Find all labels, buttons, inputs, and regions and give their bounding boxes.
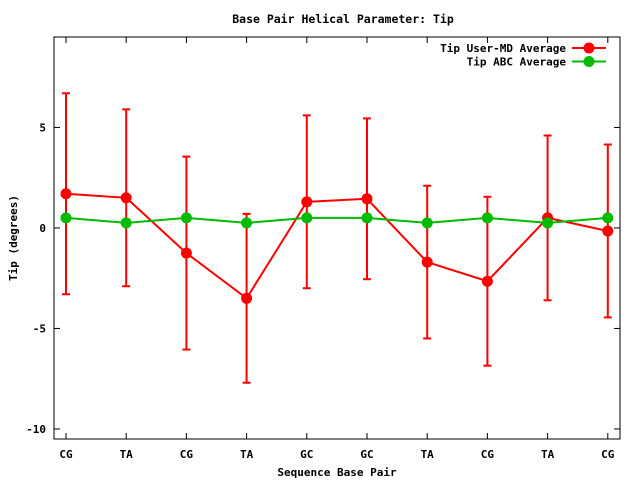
y-axis: -10 -5 0 5 (26, 121, 620, 436)
data-point (421, 217, 433, 229)
data-point (180, 212, 192, 224)
x-axis: CG TA CG TA GC GC TA CG TA CG (59, 37, 615, 461)
data-point (60, 188, 72, 200)
x-tick-label: TA (541, 448, 555, 461)
data-point (60, 212, 72, 224)
series-line (65, 192, 609, 300)
data-point (241, 217, 253, 229)
x-tick-label: GC (360, 448, 373, 461)
series-layer (60, 92, 614, 384)
data-point (421, 256, 433, 268)
x-tick-label: TA (421, 448, 435, 461)
data-point (361, 212, 373, 224)
data-point (602, 225, 614, 237)
data-point (542, 217, 554, 229)
data-point (120, 217, 132, 229)
y-tick-label: -5 (33, 322, 46, 335)
x-tick-label: CG (481, 448, 495, 461)
x-tick-label: TA (120, 448, 134, 461)
y-axis-label: Tip (degrees) (7, 195, 20, 281)
legend-label: Tip ABC Average (467, 56, 567, 69)
y-tick-label: 0 (39, 222, 46, 235)
x-tick-label: TA (240, 448, 254, 461)
data-point (301, 196, 313, 208)
x-tick-label: GC (300, 448, 313, 461)
series-line (65, 216, 608, 224)
data-point (602, 212, 614, 224)
data-point (481, 275, 493, 287)
x-tick-label: CG (180, 448, 194, 461)
data-point (180, 247, 192, 259)
chart-title: Base Pair Helical Parameter: Tip (232, 12, 454, 26)
x-tick-label: CG (59, 448, 73, 461)
series-1 (60, 92, 614, 384)
data-point (481, 212, 493, 224)
y-tick-label: 5 (39, 121, 46, 134)
legend-marker (583, 42, 595, 54)
data-point (361, 193, 373, 205)
legend-marker (583, 56, 595, 67)
x-axis-label: Sequence Base Pair (277, 466, 397, 479)
data-point (241, 292, 253, 304)
data-point (301, 212, 313, 224)
y-tick-label: -10 (26, 423, 46, 436)
series-2 (60, 212, 614, 229)
legend-label: Tip User-MD Average (440, 42, 566, 55)
data-point (120, 192, 132, 204)
plot-frame (53, 36, 621, 440)
x-tick-label: CG (601, 448, 615, 461)
